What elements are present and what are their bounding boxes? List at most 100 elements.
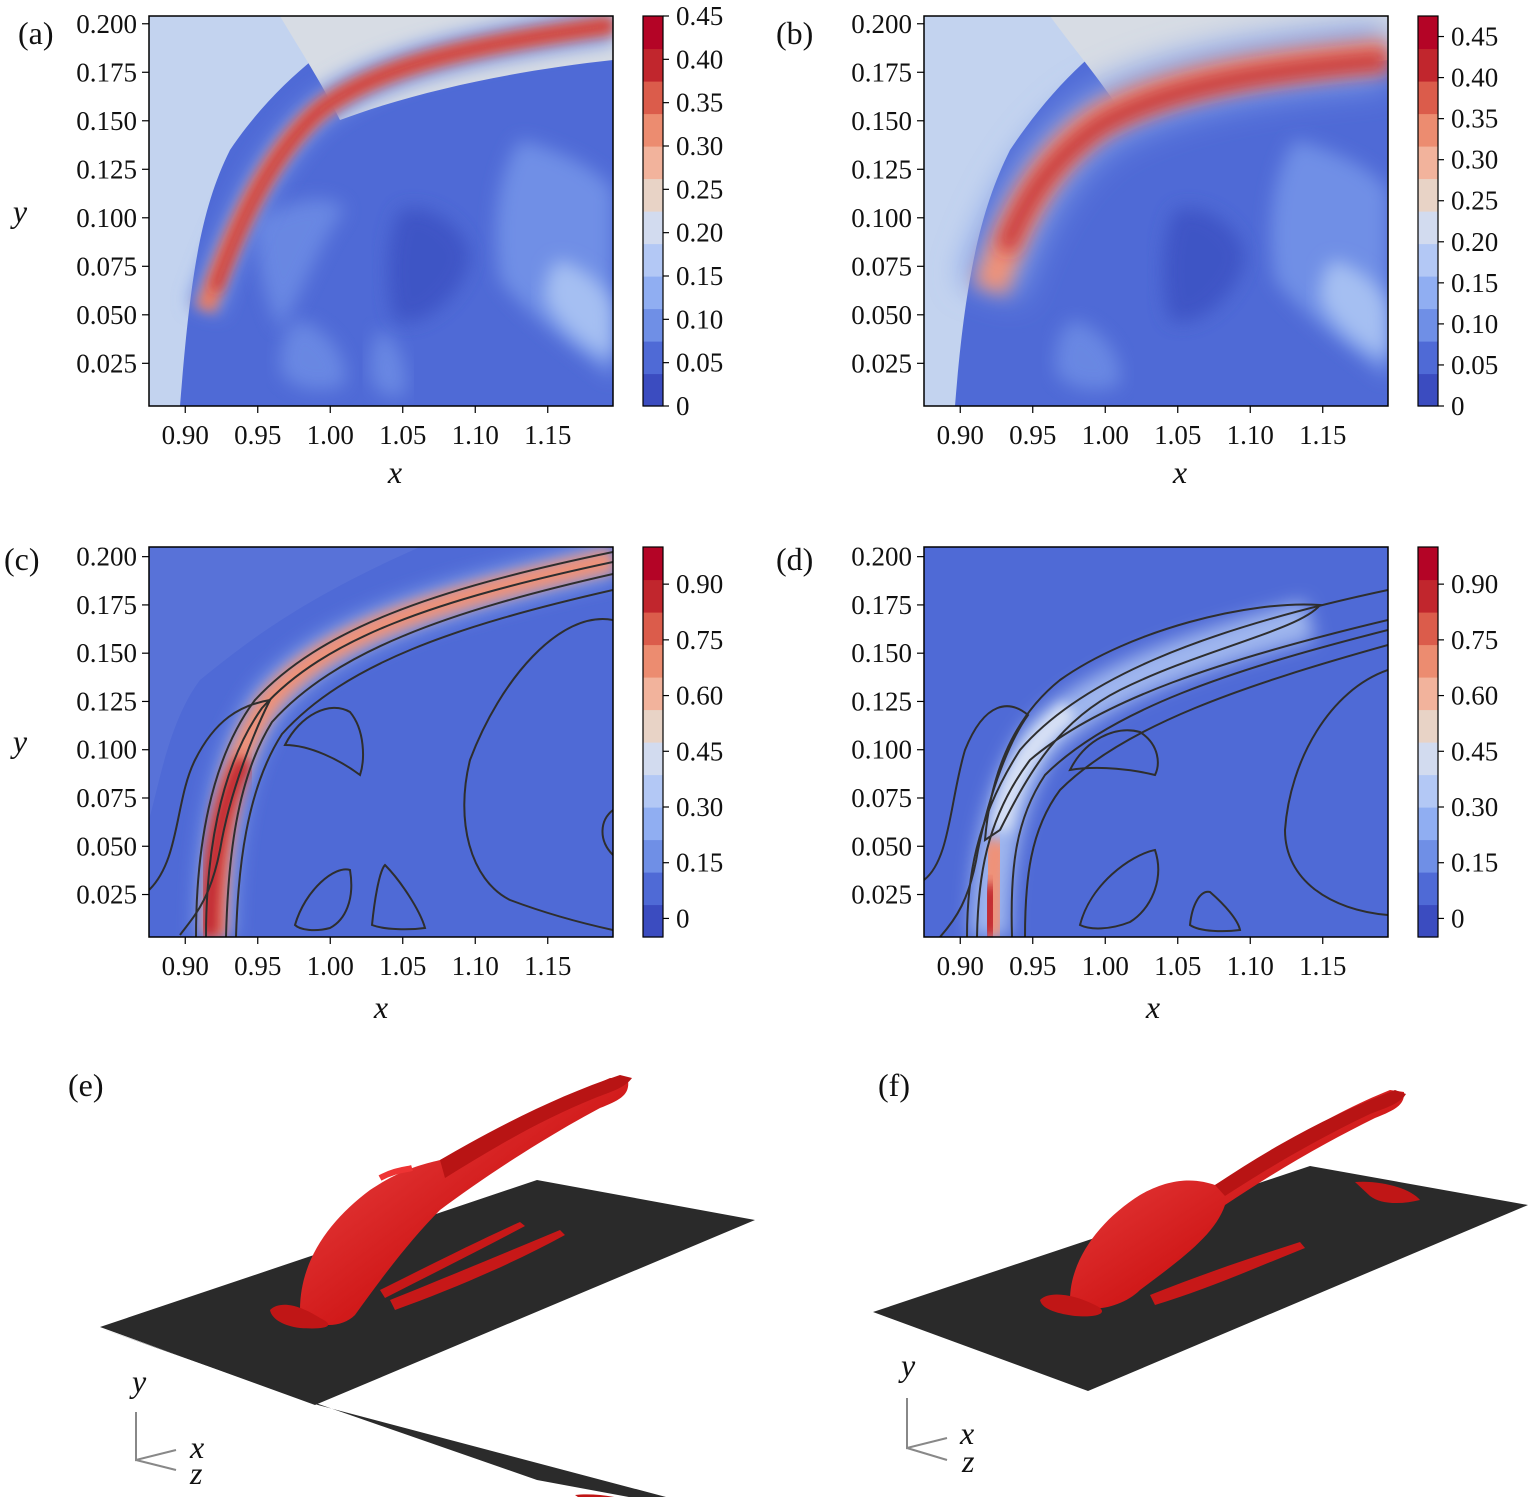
colorbar-tick-label: 0.05 [1451, 350, 1498, 380]
panel-c-ylabel: y [10, 723, 28, 759]
colorbar-tick-label: 0 [676, 391, 690, 421]
x-tick-label: 1.15 [1299, 420, 1346, 450]
panel-f-axis-triad [906, 1398, 948, 1461]
colorbar-tick-label: 0.75 [676, 625, 723, 655]
colorbar-tick-label: 0 [1451, 903, 1465, 933]
x-tick-label: 1.10 [1227, 951, 1274, 981]
colorbar-tick-label: 0 [676, 903, 690, 933]
panel-f-axis-x: x [959, 1415, 974, 1451]
panel-f-label: (f) [878, 1067, 910, 1103]
colorbar-band [643, 807, 663, 841]
panel-f-axis-y: y [898, 1347, 916, 1383]
panel-b-label: (b) [776, 15, 813, 51]
colorbar-band [1418, 904, 1438, 938]
x-tick-label: 1.00 [1082, 420, 1129, 450]
colorbar-tick-label: 0.30 [676, 792, 723, 822]
panel-c-field [149, 547, 613, 937]
colorbar-band [1418, 276, 1438, 310]
panel-a-ylabel: y [10, 193, 28, 229]
x-tick-label: 1.05 [1154, 420, 1201, 450]
y-tick-label: 0.150 [76, 638, 137, 668]
y-tick-label: 0.050 [76, 300, 137, 330]
colorbar-band [643, 742, 663, 776]
x-tick-label: 0.95 [234, 420, 281, 450]
colorbar-band [1418, 48, 1438, 82]
y-tick-label: 0.150 [76, 106, 137, 136]
colorbar-band [1418, 178, 1438, 212]
x-tick-label: 1.00 [307, 951, 354, 981]
panel-d-xlabel: x [1145, 989, 1160, 1025]
y-tick-label: 0.125 [851, 154, 912, 184]
panel-d-label: (d) [776, 541, 813, 577]
x-tick-label: 0.95 [234, 951, 281, 981]
colorbar-tick-label: 0 [1451, 391, 1465, 421]
panel-f: (f) y x z [873, 1067, 1528, 1479]
x-tick-label: 0.95 [1009, 951, 1056, 981]
colorbar-band [1418, 644, 1438, 678]
x-tick-label: 0.90 [937, 951, 984, 981]
colorbar-band [643, 308, 663, 342]
colorbar-band [643, 904, 663, 938]
x-tick-label: 1.10 [452, 951, 499, 981]
colorbar-band [1418, 872, 1438, 906]
colorbar-band [643, 579, 663, 613]
y-tick-label: 0.150 [851, 638, 912, 668]
colorbar-tick-label: 0.40 [676, 44, 723, 74]
colorbar-band [643, 16, 663, 50]
colorbar-band [643, 774, 663, 808]
colorbar-band [1418, 373, 1438, 407]
panel-c-label: (c) [4, 541, 40, 577]
panel-a: 0 0.05 0.10 0.15 0.20 0.25 0.30 0.35 0.40 0.45 0.… [10, 1, 723, 490]
panel-f-axis-z: z [961, 1443, 975, 1479]
colorbar-tick-label: 0.30 [1451, 792, 1498, 822]
colorbar-band [1418, 774, 1438, 808]
colorbar-tick-label: 0.10 [1451, 309, 1498, 339]
colorbar-tick-label: 0.35 [1451, 104, 1498, 134]
panel-a-xlabel: x [387, 454, 402, 490]
panel-d: 0 0.15 0.30 0.45 0.60 0.75 0.90 0.90 0.95 1.00 1.… [776, 541, 1498, 1025]
y-tick-label: 0.100 [851, 203, 912, 233]
colorbar-band [1418, 81, 1438, 115]
colorbar-frame [1417, 15, 1439, 407]
x-tick-label: 1.05 [379, 951, 426, 981]
y-tick-label: 0.075 [76, 783, 137, 813]
colorbar-band [643, 612, 663, 646]
colorbar-band [1418, 677, 1438, 711]
colorbar-tick-label: 0.25 [1451, 186, 1498, 216]
colorbar-tick-label: 0.40 [1451, 63, 1498, 93]
colorbar-band [1418, 308, 1438, 342]
y-tick-label: 0.075 [851, 783, 912, 813]
colorbar-tick-label: 0.10 [676, 304, 723, 334]
panel-d-colorbar: 0 0.15 0.30 0.45 0.60 0.75 0.90 [1417, 546, 1498, 938]
y-tick-label: 0.075 [851, 251, 912, 281]
colorbar-tick-label: 0.35 [676, 88, 723, 118]
y-tick-label: 0.025 [76, 348, 137, 378]
colorbar-tick-label: 0.90 [1451, 569, 1498, 599]
colorbar-band [1418, 243, 1438, 277]
x-tick-label: 1.00 [307, 420, 354, 450]
colorbar-tick-label: 0.30 [676, 131, 723, 161]
colorbar-band [643, 113, 663, 147]
colorbar-tick-label: 0.45 [676, 736, 723, 766]
colorbar-band [643, 48, 663, 82]
panel-d-ticks: 0.90 0.95 1.00 1.05 1.10 1.15 0.025 0.050 0.075 0… [851, 542, 1346, 981]
colorbar-band [643, 211, 663, 245]
panel-e-axis-x: x [189, 1429, 204, 1465]
y-tick-label: 0.150 [851, 106, 912, 136]
panel-b-ticks: 0.90 0.95 1.00 1.05 1.10 1.15 0.025 0.050 0.075 0… [851, 9, 1346, 450]
panel-c-ticks: 0.90 0.95 1.00 1.05 1.10 1.15 0.025 0.050 0.075 0… [76, 542, 571, 981]
panel-b-xlabel: x [1172, 454, 1187, 490]
panel-a-ticks: 0.90 0.95 1.00 1.05 1.10 1.15 0.025 0.050 0.075 0… [76, 9, 571, 450]
panel-c-colorbar: 0 0.15 0.30 0.45 0.60 0.75 0.90 [642, 546, 723, 938]
y-tick-label: 0.050 [851, 300, 912, 330]
x-tick-label: 0.90 [937, 420, 984, 450]
colorbar-band [1418, 341, 1438, 375]
colorbar-tick-label: 0.05 [676, 348, 723, 378]
x-tick-label: 1.05 [1154, 951, 1201, 981]
colorbar-band [1418, 547, 1438, 581]
colorbar-tick-label: 0.30 [1451, 145, 1498, 175]
panel-c: 0 0.15 0.30 0.45 0.60 0.75 0.90 0.90 0.95 1.00 1.… [4, 541, 723, 1025]
colorbar-tick-label: 0.15 [676, 261, 723, 291]
colorbar-tick-label: 0.45 [1451, 22, 1498, 52]
